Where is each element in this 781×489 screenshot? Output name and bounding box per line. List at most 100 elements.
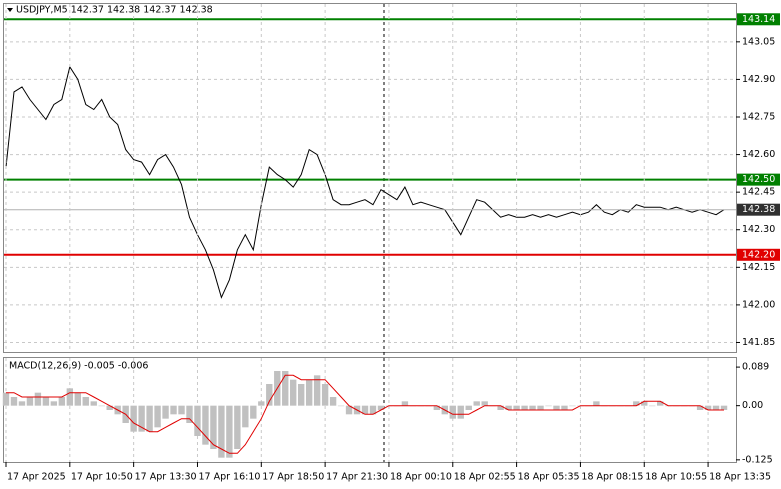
macd-bar xyxy=(641,401,648,406)
level-label-bg xyxy=(737,13,780,26)
macd-bar xyxy=(457,405,464,419)
macd-bar xyxy=(42,397,50,406)
macd-bar xyxy=(465,405,472,410)
macd-bar xyxy=(98,405,105,407)
macd-bar xyxy=(82,397,89,406)
x-tick-label: 18 Apr 00:10 xyxy=(390,472,452,483)
macd-bar xyxy=(162,405,169,419)
macd-bar xyxy=(2,392,10,406)
level-label: 142.50 xyxy=(742,174,775,185)
macd-bar xyxy=(569,405,576,407)
x-tick-label: 17 Apr 10:50 xyxy=(71,472,133,483)
y-tick-label: 142.75 xyxy=(742,111,775,122)
macd-bar xyxy=(186,405,193,423)
x-tick-label: 17 Apr 13:30 xyxy=(135,472,197,483)
macd-bar xyxy=(657,401,664,406)
macd-bar xyxy=(345,405,353,415)
macd-bar xyxy=(505,405,512,410)
macd-bar xyxy=(545,405,552,407)
macd-bar xyxy=(202,405,209,445)
macd-bar xyxy=(361,405,369,415)
y-tick-label: 142.00 xyxy=(742,299,775,310)
macd-bar xyxy=(58,397,66,406)
macd-bar xyxy=(521,405,528,410)
macd-bar xyxy=(34,392,42,406)
last-price-label: 142.38 xyxy=(742,204,775,215)
macd-bar xyxy=(170,405,177,415)
macd-bar xyxy=(329,397,337,406)
y-tick-label: 142.45 xyxy=(742,187,775,198)
macd-bar xyxy=(649,405,656,407)
macd-bar xyxy=(696,405,704,410)
y-tick-label: 141.85 xyxy=(742,337,775,348)
macd-bar xyxy=(106,405,113,410)
macd-bar xyxy=(242,405,249,428)
macd-bar xyxy=(66,388,74,406)
macd-bar xyxy=(258,401,265,406)
x-tick-label: 17 Apr 18:50 xyxy=(262,472,324,483)
level-label-bg xyxy=(737,173,780,186)
price-panel xyxy=(3,3,737,353)
macd-bar xyxy=(138,405,145,432)
x-tick-label: 18 Apr 08:15 xyxy=(581,472,643,483)
macd-bar xyxy=(313,375,321,406)
macd-bar xyxy=(26,397,34,406)
level-label: 142.20 xyxy=(742,249,775,260)
x-tick-label: 18 Apr 05:35 xyxy=(518,472,580,483)
level-label-bg xyxy=(737,248,780,261)
macd-bar xyxy=(250,405,257,419)
x-tick-label: 17 Apr 21:30 xyxy=(326,472,388,483)
x-tick-label: 17 Apr 2025 xyxy=(7,472,66,483)
macd-bar xyxy=(234,405,241,449)
plot-layer: 143.05 142.90 142.75 142.60 142.45 142.30 142.… xyxy=(2,4,780,483)
y-tick-label: 0.00 xyxy=(742,400,763,411)
macd-bar xyxy=(473,401,480,406)
macd-bar xyxy=(529,405,536,410)
macd-bar xyxy=(90,401,97,406)
y-tick-label: 143.05 xyxy=(742,36,775,47)
last-price-bg xyxy=(737,203,780,216)
macd-bar xyxy=(369,405,377,415)
x-tick-label: 18 Apr 10:55 xyxy=(645,472,707,483)
macd-bar xyxy=(178,405,185,415)
macd-bar xyxy=(720,405,728,410)
x-tick-label: 18 Apr 02:55 xyxy=(454,472,516,483)
macd-panel xyxy=(3,357,737,463)
macd-bar xyxy=(10,397,18,406)
price-line xyxy=(5,65,725,299)
macd-bar xyxy=(537,405,544,410)
macd-bar xyxy=(481,401,488,406)
macd-bar xyxy=(704,405,712,410)
signal-line xyxy=(6,374,724,454)
macd-bar xyxy=(321,384,329,406)
macd-bar xyxy=(266,384,273,406)
y-tick-label: -0.125 xyxy=(742,454,773,465)
macd-bar xyxy=(226,405,233,458)
y-tick-label: 142.60 xyxy=(742,149,775,160)
macd-bar xyxy=(146,405,153,432)
macd-bar xyxy=(130,405,137,432)
macd-bar xyxy=(18,401,26,406)
x-tick-label: 17 Apr 16:10 xyxy=(198,472,260,483)
macd-bar xyxy=(513,405,520,410)
macd-bar xyxy=(377,405,385,410)
menu-triangle xyxy=(7,8,13,12)
macd-bar xyxy=(497,405,504,410)
macd-bar xyxy=(290,379,297,406)
y-tick-label: 142.90 xyxy=(742,74,775,85)
y-tick-label: 142.15 xyxy=(742,262,775,273)
macd-bar xyxy=(74,392,81,406)
macd-bar xyxy=(401,401,409,406)
chart-title: USDJPY,M5 142.37 142.38 142.37 142.38 xyxy=(16,5,213,16)
y-tick-label: 142.30 xyxy=(742,224,775,235)
macd-bar xyxy=(218,405,225,458)
x-tick-label: 18 Apr 13:35 xyxy=(709,472,771,483)
macd-bar xyxy=(561,405,568,410)
level-label: 143.14 xyxy=(742,14,775,25)
macd-bar xyxy=(50,401,58,406)
macd-bar xyxy=(194,405,201,436)
macd-bar xyxy=(633,401,640,406)
indicator-title: MACD(12,26,9) -0.005 -0.006 xyxy=(9,361,148,372)
